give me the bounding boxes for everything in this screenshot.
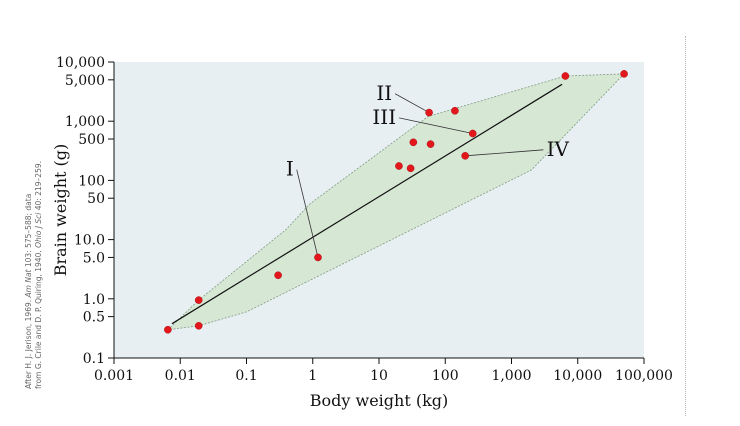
x-tick-label: 100 (432, 368, 459, 384)
data-point (395, 162, 403, 170)
credit-line: After H. J. Jerison, 1969. Am Nat 103: 5… (24, 194, 33, 389)
annotation-label-4: IV (547, 137, 570, 161)
data-point (425, 108, 433, 117)
y-tick-label: 50 (87, 191, 105, 207)
x-tick-label: 1 (308, 368, 317, 384)
annotation-leader-2 (394, 93, 430, 113)
y-tick-label: 100 (78, 173, 105, 189)
credit-line: from G. Crile and D. P. Quiring, 1940. O… (34, 161, 43, 389)
y-tick-label: 5,000 (65, 73, 105, 89)
y-tick-label: 10,000 (56, 55, 105, 71)
y-tick-label: 10.0 (74, 233, 105, 249)
x-axis-title: Body weight (kg) (310, 391, 449, 410)
x-tick-label: 10 (370, 368, 388, 384)
x-tick-label: 0.01 (165, 368, 196, 384)
data-point (164, 325, 172, 334)
y-tick-label: 500 (78, 132, 105, 148)
annotation-leader-3 (399, 117, 473, 134)
y-tick-label: 1,000 (65, 114, 105, 130)
data-point (461, 152, 469, 160)
data-point (314, 253, 322, 262)
x-tick-label: 1,000 (491, 368, 531, 384)
source-credit: After H. J. Jerison, 1969. Am Nat 103: 5… (24, 161, 43, 389)
credit-segment: 103: 575–588; data (24, 194, 33, 270)
x-tick-label: 0.1 (235, 368, 257, 384)
y-tick-label: 0.1 (83, 351, 105, 367)
annotation-label-1: I (286, 157, 294, 181)
credit-segment: 40: 219–259. (34, 161, 43, 213)
y-tick-label: 0.5 (83, 310, 105, 326)
y-tick-label: 1.0 (83, 292, 105, 308)
data-point (468, 129, 477, 138)
data-point (451, 106, 459, 115)
credit-segment: Am Nat (24, 268, 33, 298)
credit-segment: Ohio J Sci (34, 212, 43, 248)
data-point (620, 70, 628, 78)
trend-line (171, 83, 563, 325)
annotation-leader-4 (465, 149, 544, 157)
data-point (426, 140, 435, 148)
credit-segment: from G. Crile and D. P. Quiring, 1940. (34, 248, 43, 389)
credit-segment: After H. J. Jerison, 1969. (24, 297, 33, 389)
data-point (194, 296, 203, 304)
y-tick-label: 5.0 (83, 250, 105, 266)
annotation-label-3: III (372, 105, 396, 129)
x-tick-label: 100,000 (615, 368, 673, 384)
data-point (409, 138, 418, 147)
data-point (274, 271, 282, 280)
margin-divider (685, 36, 686, 416)
data-point (561, 72, 570, 80)
x-tick-label: 10,000 (553, 368, 602, 384)
data-point (194, 321, 203, 330)
y-axis-title: Brain weight (g) (51, 144, 70, 277)
x-tick-label: 0.001 (94, 368, 134, 384)
annotation-leader-1 (296, 169, 319, 258)
data-point (406, 164, 415, 173)
annotation-label-2: II (376, 81, 392, 105)
